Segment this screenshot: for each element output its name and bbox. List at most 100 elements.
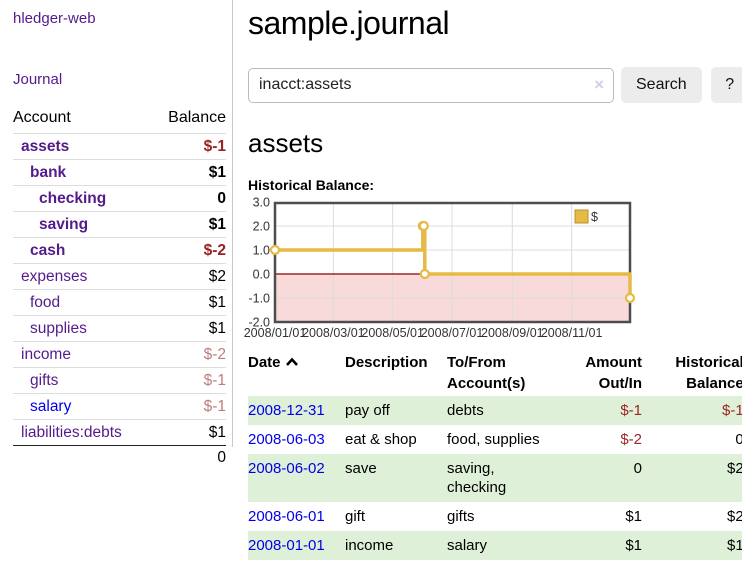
svg-text:2.0: 2.0 bbox=[253, 220, 270, 234]
account-row: cash $-2 bbox=[13, 237, 226, 263]
transaction-amount-cell: $-1 bbox=[572, 396, 642, 425]
register-row: 2008-06-03 eat & shopfood, supplies$-20 bbox=[248, 425, 742, 454]
account-balance: $-2 bbox=[204, 345, 226, 364]
accounts-header-balance: Balance bbox=[168, 109, 226, 127]
transaction-date-cell: 2008-12-31 bbox=[248, 396, 345, 425]
account-balance: 0 bbox=[217, 189, 226, 208]
account-balance: $1 bbox=[209, 215, 226, 234]
account-row: income $-2 bbox=[13, 341, 226, 367]
svg-text:1.0: 1.0 bbox=[253, 244, 270, 258]
column-date[interactable]: Date bbox=[248, 350, 345, 396]
account-link-liabilities-debts[interactable]: liabilities:debts bbox=[13, 423, 122, 442]
historical-balance-chart: $3.02.01.00.0-1.0-2.02008/01/012008/03/0… bbox=[245, 202, 717, 342]
transaction-accounts-cell: saving, checking bbox=[447, 454, 572, 502]
account-link-assets[interactable]: assets bbox=[13, 137, 69, 156]
transaction-date-cell: 2008-06-01 bbox=[248, 502, 345, 531]
account-balance: $1 bbox=[209, 319, 226, 338]
account-link-income[interactable]: income bbox=[13, 345, 71, 364]
clear-search-icon[interactable]: × bbox=[594, 75, 604, 95]
transaction-accounts-cell: food, supplies bbox=[447, 425, 572, 454]
accounts-table: Account Balance assets$-1bank$1checking0… bbox=[13, 105, 226, 470]
register-row: 2008-06-02 savesaving, checking0$2 bbox=[248, 454, 742, 502]
main-content: sample.journal × Search ? assets Histori… bbox=[233, 0, 742, 582]
transaction-amount-cell: $-2 bbox=[572, 425, 642, 454]
page-title: sample.journal bbox=[248, 5, 742, 42]
svg-text:2008/07/01: 2008/07/01 bbox=[421, 326, 484, 340]
column-amount-outin: AmountOut/In bbox=[572, 350, 642, 396]
transaction-description-cell: save bbox=[345, 454, 447, 502]
transaction-balance-cell: $2 bbox=[642, 502, 742, 531]
transaction-date-cell: 2008-01-01 bbox=[248, 531, 345, 560]
transaction-description-cell: pay off bbox=[345, 396, 447, 425]
transaction-date-link[interactable]: 2008-06-02 bbox=[248, 460, 325, 477]
svg-text:2008/11/01: 2008/11/01 bbox=[541, 326, 603, 340]
transaction-balance-cell: $2 bbox=[642, 454, 742, 502]
account-row: supplies $1 bbox=[13, 315, 226, 341]
account-balance: $1 bbox=[209, 293, 226, 312]
brand-link[interactable]: hledger-web bbox=[13, 10, 226, 27]
account-row: assets$-1 bbox=[13, 133, 226, 159]
svg-text:2008/09/01: 2008/09/01 bbox=[481, 326, 544, 340]
transaction-accounts-cell: gifts bbox=[447, 502, 572, 531]
transaction-description-cell: eat & shop bbox=[345, 425, 447, 454]
account-link-checking[interactable]: checking bbox=[13, 189, 106, 208]
account-balance: $-1 bbox=[204, 397, 226, 416]
transaction-date-link[interactable]: 2008-06-01 bbox=[248, 508, 325, 525]
svg-text:2008/01/01: 2008/01/01 bbox=[244, 326, 307, 340]
sort-ascending-icon bbox=[285, 357, 299, 367]
accounts-total-row: 0 bbox=[13, 445, 226, 470]
chart-heading: Historical Balance: bbox=[248, 177, 742, 193]
legend-swatch bbox=[575, 210, 588, 223]
register-table: Date Description To/FromAccount(s) Amoun… bbox=[248, 350, 742, 560]
account-link-salary[interactable]: salary bbox=[13, 397, 71, 416]
accounts-header-account: Account bbox=[13, 109, 71, 127]
transaction-accounts-cell: salary bbox=[447, 531, 572, 560]
accounts-header: Account Balance bbox=[13, 105, 226, 133]
column-description: Description bbox=[345, 350, 447, 396]
search-button[interactable]: Search bbox=[621, 67, 702, 103]
account-link-supplies[interactable]: supplies bbox=[13, 319, 87, 338]
register-header-row: Date Description To/FromAccount(s) Amoun… bbox=[248, 350, 742, 396]
account-balance: $-2 bbox=[204, 241, 226, 260]
transaction-balance-cell: $-1 bbox=[642, 396, 742, 425]
transaction-date-link[interactable]: 2008-12-31 bbox=[248, 402, 325, 419]
account-link-saving[interactable]: saving bbox=[13, 215, 88, 234]
transaction-balance-cell: $1 bbox=[642, 531, 742, 560]
transaction-balance-cell: 0 bbox=[642, 425, 742, 454]
account-row: gifts $-1 bbox=[13, 367, 226, 393]
help-button[interactable]: ? bbox=[711, 67, 742, 103]
account-row: food $1 bbox=[13, 289, 226, 315]
sidebar-item-journal[interactable]: Journal bbox=[13, 71, 226, 88]
account-link-cash[interactable]: cash bbox=[13, 241, 65, 260]
account-balance: $1 bbox=[209, 163, 226, 182]
transaction-accounts-cell: debts bbox=[447, 396, 572, 425]
account-link-food[interactable]: food bbox=[13, 293, 60, 312]
account-balance: $1 bbox=[209, 423, 226, 442]
transaction-amount-cell: 0 bbox=[572, 454, 642, 502]
column-historical-balance: HistoricalBalance bbox=[642, 350, 742, 396]
account-row: salary $-1 bbox=[13, 393, 226, 419]
svg-text:0.0: 0.0 bbox=[253, 268, 270, 282]
account-row: bank $1 bbox=[13, 159, 226, 185]
account-link-expenses[interactable]: expenses bbox=[13, 267, 87, 286]
account-link-bank[interactable]: bank bbox=[13, 163, 66, 182]
svg-text:3.0: 3.0 bbox=[253, 196, 270, 210]
transaction-amount-cell: $1 bbox=[572, 502, 642, 531]
transaction-date-link[interactable]: 2008-01-01 bbox=[248, 537, 325, 554]
account-link-gifts[interactable]: gifts bbox=[13, 371, 58, 390]
search-input[interactable] bbox=[248, 68, 614, 103]
account-balance: $-1 bbox=[204, 371, 226, 390]
sidebar: hledger-web Journal Account Balance asse… bbox=[0, 0, 233, 447]
transaction-description-cell: income bbox=[345, 531, 447, 560]
register-row: 2008-01-01incomesalary$1$1 bbox=[248, 531, 742, 560]
column-tofrom-accounts: To/FromAccount(s) bbox=[447, 350, 572, 396]
account-heading: assets bbox=[248, 128, 742, 159]
register-row: 2008-06-01giftgifts$1$2 bbox=[248, 502, 742, 531]
account-row: checking 0 bbox=[13, 185, 226, 211]
search-form: × Search ? bbox=[248, 67, 742, 103]
transaction-amount-cell: $1 bbox=[572, 531, 642, 560]
account-row: expenses$2 bbox=[13, 263, 226, 289]
svg-text:2008/03/01: 2008/03/01 bbox=[302, 326, 365, 340]
transaction-date-cell: 2008-06-02 bbox=[248, 454, 345, 502]
transaction-date-link[interactable]: 2008-06-03 bbox=[248, 431, 325, 448]
